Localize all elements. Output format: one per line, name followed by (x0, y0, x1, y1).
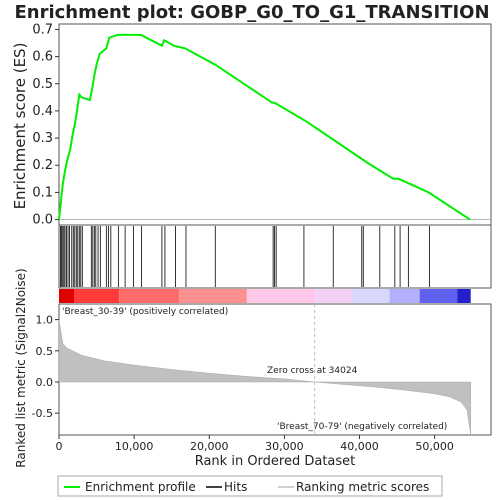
color-bar-segment (74, 289, 120, 303)
es-panel-frame (58, 23, 492, 226)
color-bar-segment (314, 289, 353, 303)
x-tick-label: 40,000 (340, 440, 379, 453)
es-y-label: Enrichment score (ES) (11, 43, 29, 210)
hits-series (60, 226, 430, 287)
x-tick-label: 30,000 (265, 440, 304, 453)
legend-enrichment-label: Enrichment profile (85, 480, 196, 494)
x-tick-label: 50,000 (415, 440, 454, 453)
metric-y-tick-label: 0.0 (36, 376, 54, 389)
metric-y-axis: -0.5 0.0 0.5 1.0 (32, 314, 59, 420)
metric-series (58, 304, 471, 436)
x-tick-label: 10,000 (115, 440, 154, 453)
es-series (58, 33, 471, 221)
es-y-tick-label: 0.4 (32, 104, 53, 119)
es-y-tick-label: 0.7 (32, 22, 53, 37)
x-axis: 0 10,000 20,000 30,000 40,000 50,000 (56, 435, 454, 453)
es-y-tick-label: 0.6 (32, 50, 53, 65)
es-profile-line (58, 33, 471, 221)
x-axis-label: Rank in Ordered Dataset (195, 454, 356, 469)
color-bar-segment (419, 289, 458, 303)
color-bar-segment (389, 289, 420, 303)
es-y-tick-label: 0.2 (32, 158, 53, 173)
metric-area (58, 319, 471, 436)
color-bar-segment (179, 289, 247, 303)
metric-y-tick-label: -0.5 (32, 407, 53, 420)
ranking-color-bar (59, 289, 471, 303)
color-bar-segment (457, 289, 471, 303)
es-y-axis: 0.0 0.1 0.2 0.3 0.4 0.5 0.6 0.7 (32, 22, 491, 228)
zero-cross-label: Zero cross at 34024 (267, 366, 358, 376)
metric-y-tick-label: 0.5 (36, 345, 54, 358)
metric-y-tick-label: 1.0 (36, 314, 54, 327)
legend-hits-label: Hits (224, 480, 247, 494)
neg-correlation-label: 'Breast_70-79' (negatively correlated) (277, 422, 447, 432)
es-y-tick-label: 0.3 (32, 131, 53, 146)
es-y-tick-label: 0.0 (32, 213, 53, 228)
es-y-tick-label: 0.5 (32, 77, 53, 92)
legend-metric-label: Ranking metric scores (296, 480, 429, 494)
x-tick-label: 0 (56, 440, 63, 453)
metric-y-label: Ranked list metric (Signal2Noise) (14, 268, 28, 467)
pos-correlation-label: 'Breast_30-39' (positively correlated) (62, 307, 228, 317)
color-bar-segment (59, 289, 75, 303)
es-y-tick-label: 0.1 (32, 185, 53, 200)
color-bar-segment (119, 289, 180, 303)
color-bar-segment (246, 289, 315, 303)
color-bar-segment (352, 289, 390, 303)
chart-title: Enrichment plot: GOBP_G0_TO_G1_TRANSITIO… (14, 2, 489, 23)
x-tick-label: 20,000 (190, 440, 229, 453)
legend-box (57, 475, 443, 497)
